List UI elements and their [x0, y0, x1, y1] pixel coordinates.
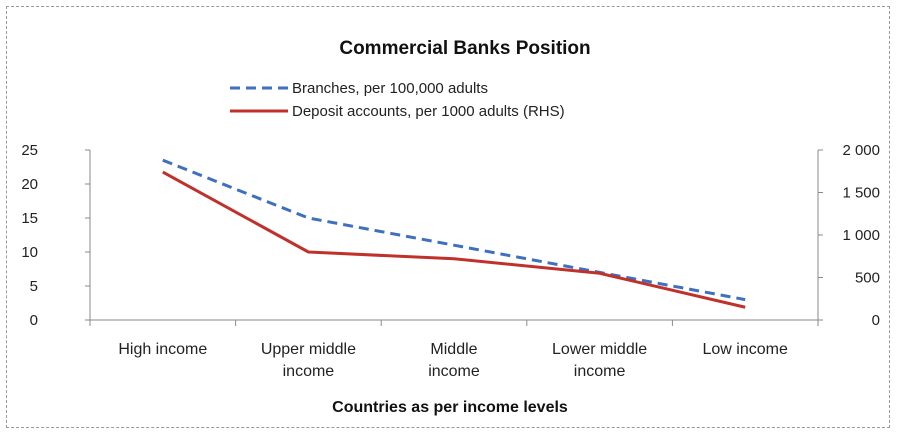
- legend-label-deposits: Deposit accounts, per 1000 adults (RHS): [292, 103, 565, 120]
- x-category-label: Middle income: [428, 341, 480, 380]
- x-category-label-line: income: [574, 363, 626, 380]
- chart-frame: [6, 6, 890, 428]
- y-right-tick-label: 2 000: [842, 142, 880, 159]
- y-left-tick-label: 25: [21, 142, 38, 159]
- x-category-label: Low income: [703, 341, 788, 358]
- series-line-branches: [162, 158, 746, 302]
- axes: 0 5 10 15 20 25 0 500 1 000 1 500 2 000 High income…: [21, 142, 880, 380]
- x-category-label-line: Low income: [703, 341, 788, 358]
- x-category-label: Upper middle income: [261, 341, 356, 380]
- y-left-tick-label: 20: [21, 176, 38, 193]
- x-category-label-line: Middle: [430, 341, 477, 358]
- x-axis-label: Countries as per income levels: [332, 399, 568, 416]
- y-left-tick-label: 0: [30, 312, 38, 329]
- x-category-label-line: income: [428, 363, 480, 380]
- y-left-tick-label: 15: [21, 210, 38, 227]
- y-right-tick-label: 500: [855, 270, 880, 287]
- x-category-label-line: income: [283, 363, 335, 380]
- x-category-label: Lower middle income: [552, 341, 647, 380]
- series-line-deposits: [162, 170, 746, 309]
- x-category-label: High income: [118, 341, 207, 358]
- y-right-tick-label: 1 500: [842, 185, 880, 202]
- x-category-label-line: Upper middle: [261, 341, 356, 358]
- x-category-label-line: Lower middle: [552, 341, 647, 358]
- legend: Branches, per 100,000 adults Deposit acc…: [230, 80, 565, 120]
- y-right-tick-label: 0: [872, 312, 880, 329]
- y-left-tick-label: 5: [30, 278, 38, 295]
- chart-title: Commercial Banks Position: [339, 38, 590, 59]
- y-right-tick-label: 1 000: [842, 227, 880, 244]
- x-category-label-line: High income: [118, 341, 207, 358]
- y-left-tick-label: 10: [21, 244, 38, 261]
- legend-label-branches: Branches, per 100,000 adults: [292, 80, 488, 97]
- series-layer: [162, 158, 746, 309]
